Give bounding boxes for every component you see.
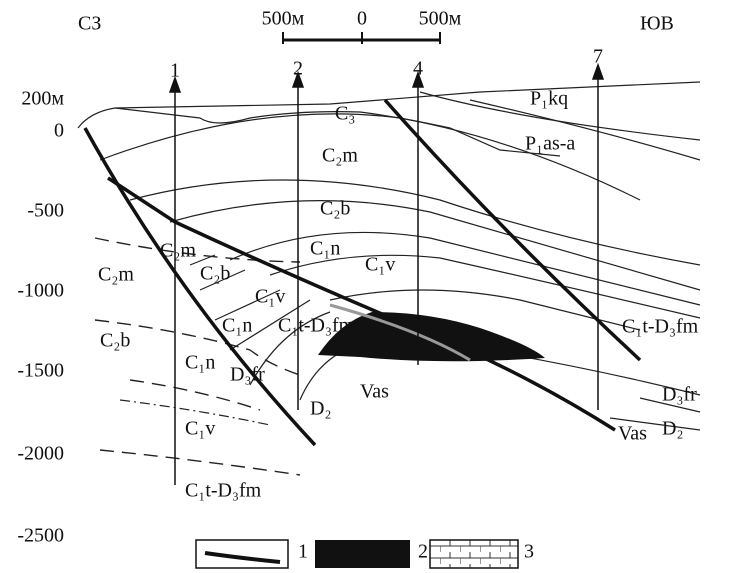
horizons	[78, 82, 700, 475]
depth-label: -1000	[17, 280, 64, 302]
depth-label: -1500	[17, 360, 64, 382]
horizons-part	[95, 238, 300, 262]
formation-label: C₁v	[255, 286, 285, 308]
scale-label: 500м	[419, 8, 462, 30]
formation-label: D₂	[310, 398, 331, 420]
horizons-part	[230, 232, 700, 305]
formation-label: C₁n	[185, 352, 215, 374]
legend-part	[430, 540, 518, 568]
formation-label: Vas	[618, 423, 647, 445]
scale-bar	[283, 32, 440, 44]
formation-label: D₃fr	[662, 384, 697, 406]
formation-label: C₁n	[310, 238, 340, 260]
depth-label: 0	[54, 120, 64, 142]
formation-label: C₁n	[222, 315, 252, 337]
horizons-part	[100, 114, 640, 200]
formation-label: P₁as-a	[525, 133, 575, 155]
legend-label: 1	[298, 541, 308, 563]
depth-label: -500	[27, 200, 64, 222]
formation-label: D₃fr	[230, 364, 265, 386]
horizons-part	[100, 450, 300, 475]
header-right: ЮВ	[640, 13, 674, 35]
formation-label: C₂m	[98, 264, 134, 286]
depth-label: -2000	[17, 443, 64, 465]
depth-label: -2500	[17, 525, 64, 547]
horizons-part	[270, 255, 700, 318]
horizons-part	[170, 201, 700, 290]
formation-label: Vas	[360, 381, 389, 403]
legend	[196, 540, 518, 568]
legend-part	[315, 540, 410, 568]
formation-label: C₂m	[322, 145, 358, 167]
well-number: 2	[293, 58, 303, 80]
well-number: 4	[413, 58, 423, 80]
formation-label: C₁v	[185, 418, 215, 440]
formation-label: P₁kq	[530, 88, 568, 110]
formation-label: C₂b	[320, 198, 350, 220]
horizons-part	[130, 180, 700, 265]
scale-label: 0	[357, 8, 367, 30]
formation-label: C₃	[335, 103, 355, 125]
header-left: СЗ	[78, 13, 101, 35]
formation-label: C₁t-D₃fm	[278, 315, 355, 337]
formation-label: C₂b	[200, 263, 230, 285]
legend-label: 3	[524, 541, 534, 563]
legend-label: 2	[418, 541, 428, 563]
formation-label: C₁t-D₃fm	[185, 480, 262, 502]
well-number: 7	[593, 46, 603, 68]
depth-label: 200м	[21, 88, 64, 110]
formation-label: C₂b	[100, 330, 130, 352]
cross-section: СЗ ЮВ 500м 0 500м	[0, 0, 735, 573]
scale-label: 500м	[262, 8, 305, 30]
formation-label: C₂m	[160, 240, 196, 262]
formation-label: C₁v	[365, 254, 395, 276]
formation-label: C₁t-D₃fm	[622, 316, 699, 338]
well-number: 1	[170, 60, 180, 82]
formation-label: D₂	[662, 418, 683, 440]
